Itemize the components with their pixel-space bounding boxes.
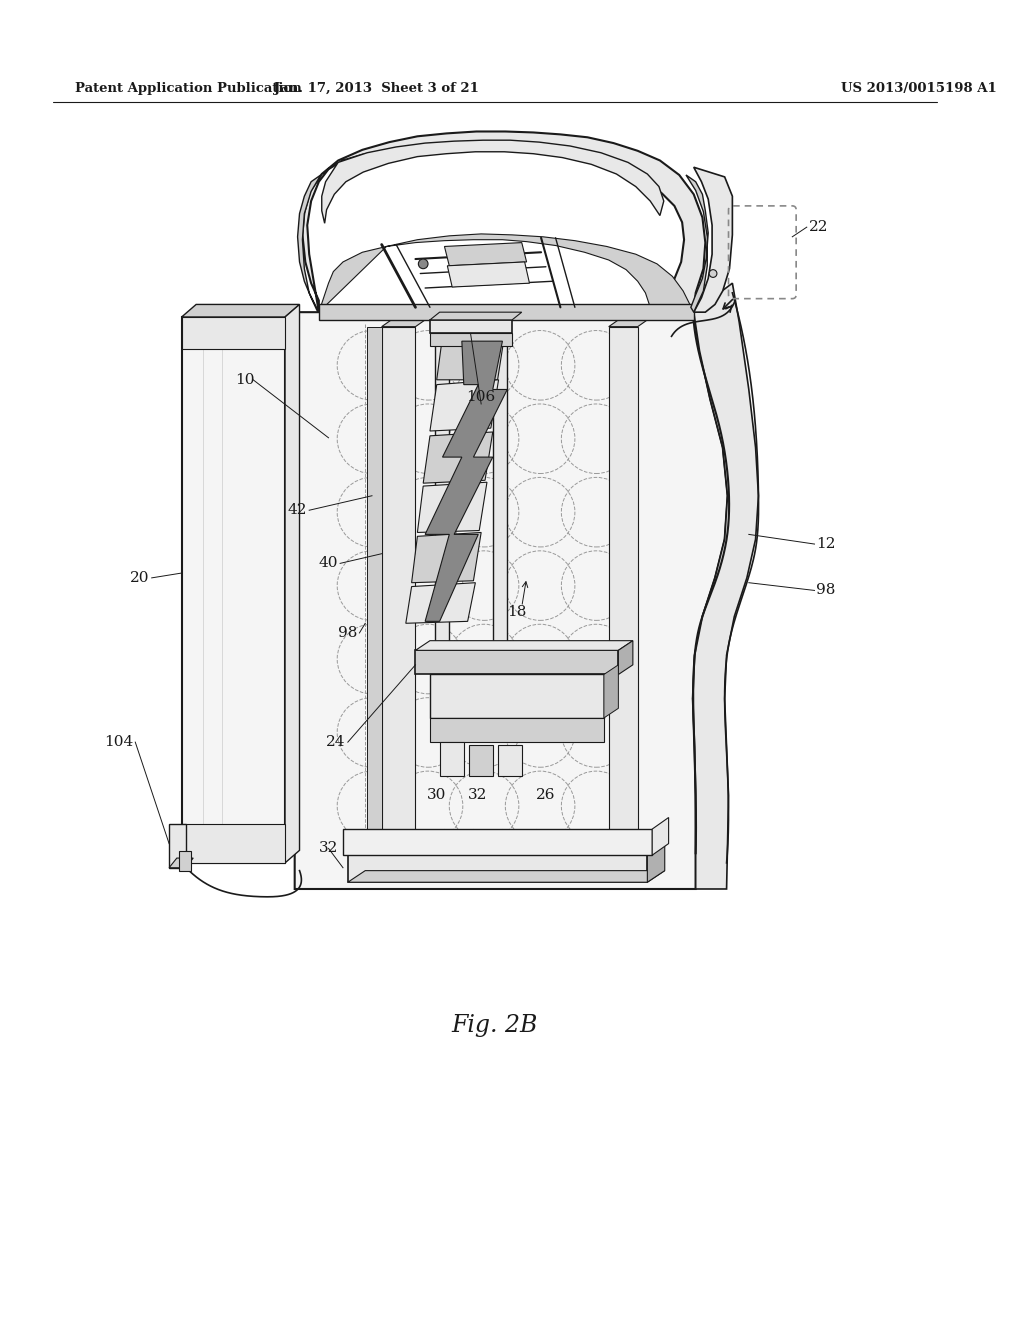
Text: 104: 104 bbox=[104, 735, 133, 750]
Text: Jan. 17, 2013  Sheet 3 of 21: Jan. 17, 2013 Sheet 3 of 21 bbox=[274, 82, 479, 95]
Polygon shape bbox=[430, 312, 522, 319]
Circle shape bbox=[710, 269, 717, 277]
Text: 32: 32 bbox=[468, 788, 487, 803]
Polygon shape bbox=[608, 326, 638, 873]
Polygon shape bbox=[382, 319, 425, 326]
Polygon shape bbox=[439, 742, 464, 776]
Text: 18: 18 bbox=[507, 605, 526, 619]
Polygon shape bbox=[447, 261, 529, 286]
Polygon shape bbox=[425, 341, 507, 622]
Polygon shape bbox=[181, 317, 285, 348]
Polygon shape bbox=[647, 842, 665, 882]
Polygon shape bbox=[318, 305, 693, 319]
Polygon shape bbox=[181, 317, 285, 863]
Polygon shape bbox=[368, 326, 382, 873]
Polygon shape bbox=[693, 284, 759, 888]
Text: 20: 20 bbox=[130, 570, 150, 585]
Text: 42: 42 bbox=[288, 503, 307, 517]
Text: 40: 40 bbox=[318, 556, 338, 570]
Text: 24: 24 bbox=[327, 735, 346, 750]
Polygon shape bbox=[418, 482, 487, 532]
Text: 12: 12 bbox=[816, 537, 836, 550]
Polygon shape bbox=[469, 744, 493, 776]
Polygon shape bbox=[285, 305, 300, 863]
Polygon shape bbox=[618, 640, 633, 675]
Polygon shape bbox=[430, 675, 604, 718]
Polygon shape bbox=[169, 858, 194, 867]
Polygon shape bbox=[181, 824, 285, 863]
Polygon shape bbox=[343, 322, 647, 882]
Polygon shape bbox=[406, 582, 475, 623]
Polygon shape bbox=[604, 665, 618, 718]
Polygon shape bbox=[348, 871, 665, 882]
Polygon shape bbox=[493, 326, 507, 680]
Polygon shape bbox=[686, 176, 709, 312]
Polygon shape bbox=[416, 640, 633, 651]
Text: Fig. 2B: Fig. 2B bbox=[452, 1014, 538, 1036]
Polygon shape bbox=[298, 176, 321, 312]
Polygon shape bbox=[430, 718, 604, 742]
Polygon shape bbox=[169, 824, 185, 867]
Text: 10: 10 bbox=[234, 372, 254, 387]
Polygon shape bbox=[416, 651, 618, 675]
Polygon shape bbox=[348, 853, 647, 882]
Polygon shape bbox=[652, 817, 669, 855]
Polygon shape bbox=[608, 319, 647, 326]
Polygon shape bbox=[382, 326, 416, 873]
Polygon shape bbox=[430, 319, 512, 334]
Text: 30: 30 bbox=[427, 788, 446, 803]
Polygon shape bbox=[430, 380, 499, 432]
Polygon shape bbox=[444, 243, 526, 265]
Polygon shape bbox=[423, 432, 493, 483]
Text: 106: 106 bbox=[467, 391, 496, 404]
Polygon shape bbox=[430, 334, 512, 346]
Polygon shape bbox=[343, 829, 652, 855]
Polygon shape bbox=[435, 326, 450, 680]
Text: 32: 32 bbox=[318, 841, 338, 855]
Polygon shape bbox=[302, 132, 706, 312]
Polygon shape bbox=[318, 234, 693, 312]
Text: 98: 98 bbox=[338, 626, 357, 640]
Text: US 2013/0015198 A1: US 2013/0015198 A1 bbox=[841, 82, 996, 95]
Circle shape bbox=[419, 259, 428, 269]
Text: 26: 26 bbox=[537, 788, 556, 803]
Polygon shape bbox=[436, 337, 505, 380]
Polygon shape bbox=[256, 312, 727, 888]
Polygon shape bbox=[498, 744, 522, 776]
Polygon shape bbox=[322, 140, 664, 223]
Text: 98: 98 bbox=[816, 583, 836, 598]
Text: 22: 22 bbox=[809, 220, 828, 234]
Polygon shape bbox=[179, 851, 191, 871]
Text: Patent Application Publication: Patent Application Publication bbox=[76, 82, 302, 95]
Polygon shape bbox=[693, 168, 732, 312]
Polygon shape bbox=[181, 305, 300, 317]
Polygon shape bbox=[412, 532, 481, 582]
